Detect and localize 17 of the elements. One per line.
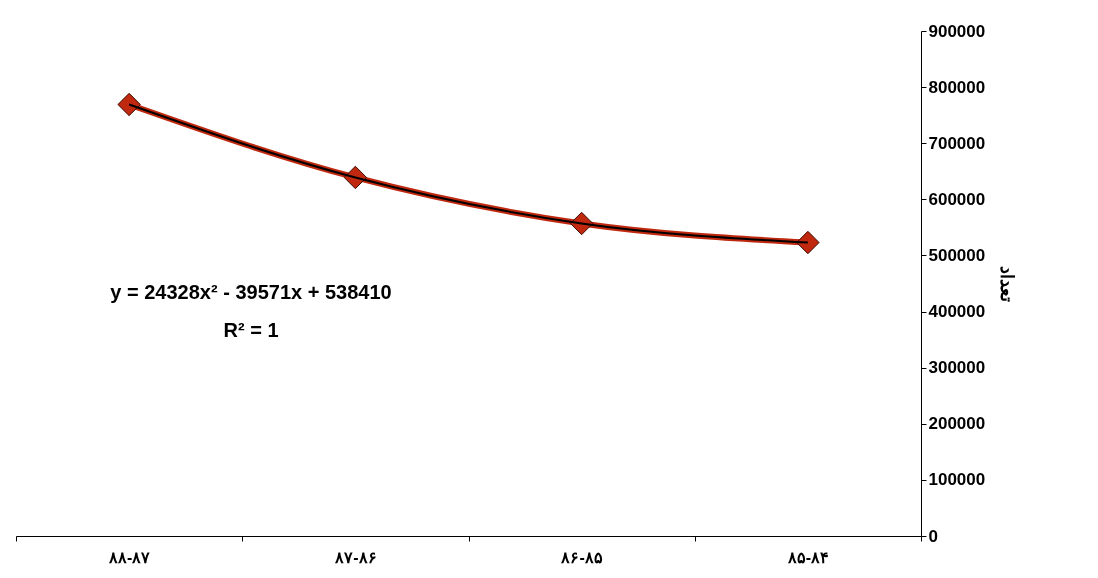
x-tick-label: ۸۶-۸۵: [560, 548, 603, 566]
y-axis-title: تعداد: [997, 266, 1018, 302]
x-tick-label: ۸۵-۸۴: [786, 548, 830, 566]
y-tick-label: 900000: [928, 21, 986, 41]
y-tick-label: 100000: [928, 470, 986, 490]
x-tick-label: ۸۷-۸۶: [334, 548, 377, 566]
y-tick-label: 800000: [928, 77, 986, 97]
y-tick-label: 700000: [928, 133, 986, 153]
y-tick-label: 200000: [928, 414, 986, 434]
y-tick-label: 500000: [928, 245, 986, 265]
x-tick-label: ۸۸-۸۷: [107, 548, 151, 566]
annotation: y = 24328x² - 39571x + 538410: [110, 281, 392, 303]
y-tick-label: 400000: [928, 302, 986, 322]
y-tick-label: 0: [928, 526, 938, 546]
y-tick-label: 300000: [928, 358, 986, 378]
annotation: R² = 1: [223, 319, 279, 341]
y-tick-label: 600000: [928, 189, 986, 209]
